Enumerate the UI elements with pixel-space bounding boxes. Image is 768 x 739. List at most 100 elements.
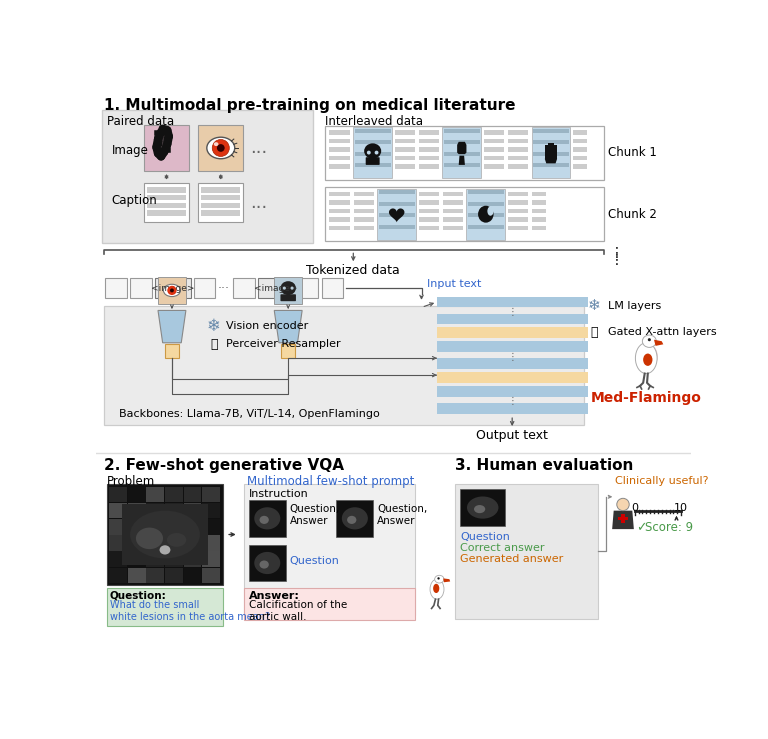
Bar [249, 500, 286, 537]
Bar [354, 200, 374, 205]
Bar [396, 156, 415, 160]
Bar [147, 187, 186, 193]
Bar [396, 130, 415, 135]
Bar [442, 127, 482, 178]
Bar [202, 535, 220, 551]
Ellipse shape [254, 552, 280, 574]
Bar [130, 278, 152, 298]
Bar [354, 225, 374, 231]
Text: ❄: ❄ [588, 299, 601, 313]
Ellipse shape [217, 144, 225, 151]
Polygon shape [545, 145, 548, 159]
Bar [329, 139, 350, 143]
Bar [574, 156, 588, 160]
Bar [508, 217, 528, 222]
Ellipse shape [644, 346, 658, 367]
Bar [466, 188, 505, 239]
Ellipse shape [474, 505, 485, 513]
Bar [296, 278, 319, 298]
Text: What do the small
white lesions in the aorta mean?: What do the small white lesions in the a… [110, 600, 270, 621]
Bar [443, 192, 463, 197]
Bar [329, 164, 350, 168]
Text: ⋮: ⋮ [508, 352, 517, 361]
FancyBboxPatch shape [280, 294, 296, 302]
Text: Chunk 2: Chunk 2 [607, 208, 657, 221]
Bar [329, 192, 350, 197]
Bar [202, 519, 220, 534]
Text: Question:: Question: [110, 590, 167, 601]
Ellipse shape [170, 288, 174, 293]
Polygon shape [551, 143, 554, 159]
Bar [325, 126, 604, 180]
Bar [574, 139, 588, 143]
Bar [419, 192, 439, 197]
Ellipse shape [438, 577, 440, 579]
Bar [201, 211, 240, 216]
Bar [165, 519, 183, 534]
Bar [379, 202, 415, 205]
Polygon shape [457, 142, 466, 154]
Bar [147, 487, 164, 503]
Bar [533, 163, 569, 167]
Bar [443, 200, 463, 205]
Text: Question,
Answer: Question, Answer [290, 505, 340, 526]
Ellipse shape [214, 142, 218, 146]
Bar [158, 276, 186, 304]
Bar [508, 130, 528, 135]
Bar [485, 130, 505, 135]
Ellipse shape [375, 151, 379, 154]
Polygon shape [458, 156, 465, 165]
Bar [508, 200, 528, 205]
Bar [508, 139, 528, 143]
Bar [532, 225, 546, 231]
Text: Tokenized data: Tokenized data [306, 264, 400, 277]
Bar [468, 191, 504, 194]
Ellipse shape [290, 287, 293, 290]
Bar [127, 551, 146, 567]
Ellipse shape [254, 507, 280, 529]
Bar [122, 504, 207, 565]
Bar [532, 209, 546, 214]
Bar [377, 188, 416, 239]
Ellipse shape [488, 206, 494, 216]
Bar [532, 217, 546, 222]
Bar [107, 485, 223, 585]
Text: Gated X-attn layers: Gated X-attn layers [607, 327, 716, 337]
Bar [574, 164, 588, 168]
Bar [109, 535, 127, 551]
Polygon shape [158, 310, 186, 343]
Ellipse shape [642, 335, 657, 347]
Text: Problem: Problem [107, 475, 155, 488]
Bar [127, 487, 146, 503]
Ellipse shape [433, 584, 439, 593]
Text: 🔥: 🔥 [591, 325, 598, 338]
Bar [437, 313, 588, 324]
Ellipse shape [367, 151, 371, 154]
Bar [468, 214, 504, 217]
Bar [127, 519, 146, 534]
Bar [147, 202, 186, 208]
Bar [244, 485, 415, 616]
Text: Question,
Answer: Question, Answer [377, 505, 428, 526]
Ellipse shape [260, 516, 269, 524]
Bar [184, 551, 201, 567]
Ellipse shape [164, 285, 180, 296]
Bar [355, 163, 390, 167]
Bar [508, 147, 528, 151]
Text: <image>: <image> [151, 284, 194, 293]
Ellipse shape [617, 498, 629, 511]
Bar [109, 568, 127, 583]
Text: ⋮: ⋮ [610, 245, 624, 259]
Bar [437, 341, 588, 352]
Bar [201, 195, 240, 200]
Polygon shape [443, 579, 450, 582]
Bar [147, 503, 164, 518]
Bar [354, 217, 374, 222]
Text: Med-Flamingo: Med-Flamingo [591, 391, 702, 405]
Bar [533, 129, 569, 132]
Ellipse shape [635, 343, 657, 374]
Bar [329, 130, 350, 135]
Bar [258, 278, 293, 298]
Text: Correct answer: Correct answer [460, 543, 545, 553]
Bar [202, 551, 220, 567]
